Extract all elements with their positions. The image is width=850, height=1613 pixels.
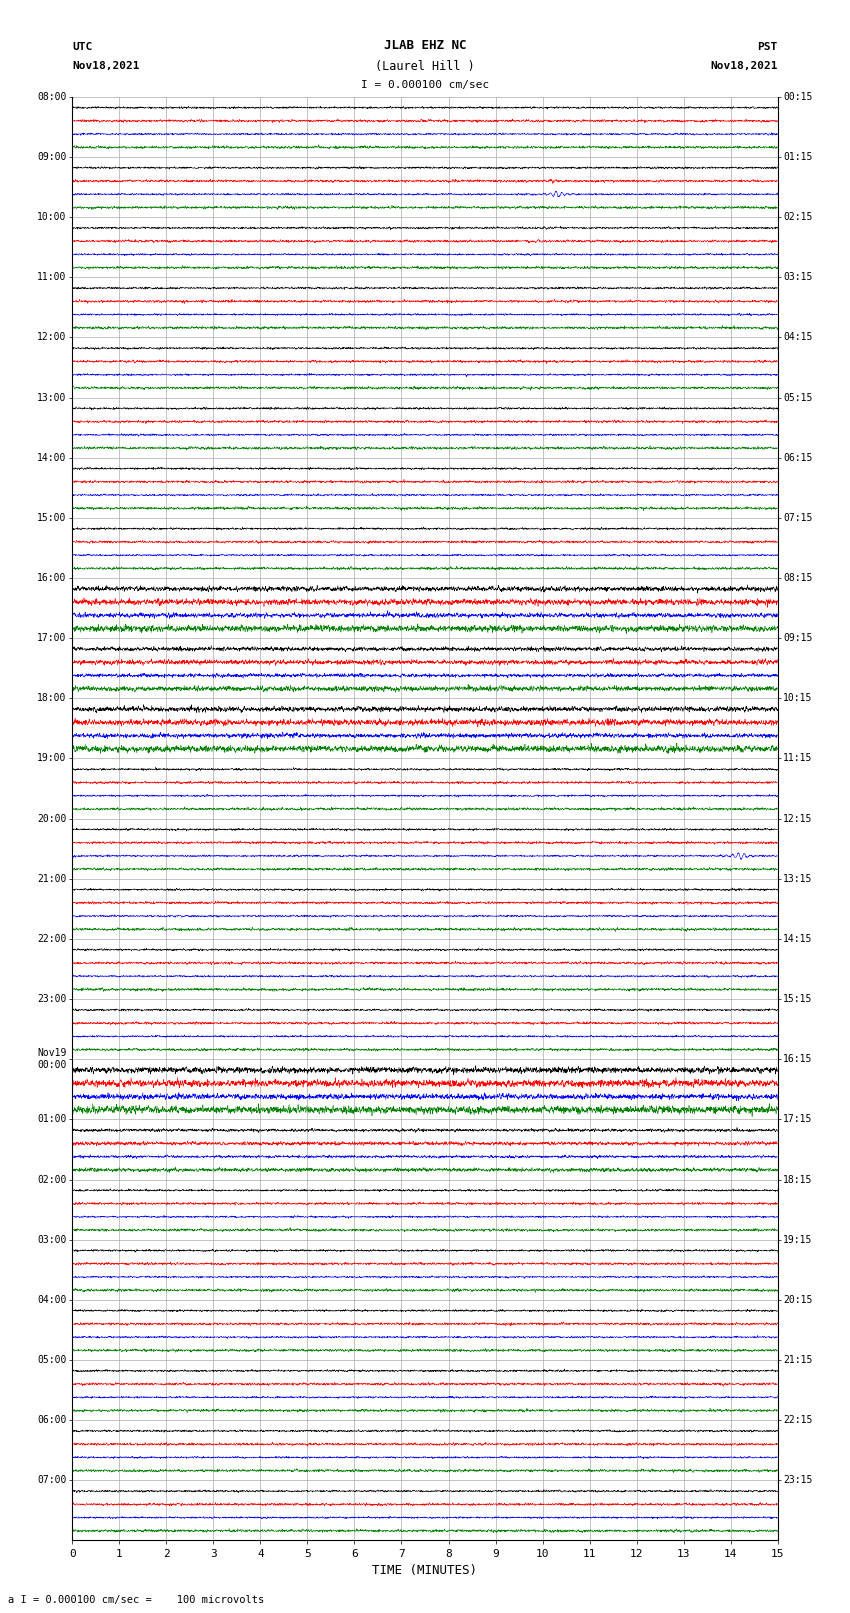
Text: UTC: UTC [72, 42, 93, 52]
Text: PST: PST [757, 42, 778, 52]
Text: Nov18,2021: Nov18,2021 [711, 61, 778, 71]
Text: a I = 0.000100 cm/sec =    100 microvolts: a I = 0.000100 cm/sec = 100 microvolts [8, 1595, 264, 1605]
Text: (Laurel Hill ): (Laurel Hill ) [375, 60, 475, 73]
Text: JLAB EHZ NC: JLAB EHZ NC [383, 39, 467, 52]
X-axis label: TIME (MINUTES): TIME (MINUTES) [372, 1563, 478, 1576]
Text: I = 0.000100 cm/sec: I = 0.000100 cm/sec [361, 81, 489, 90]
Text: Nov18,2021: Nov18,2021 [72, 61, 139, 71]
